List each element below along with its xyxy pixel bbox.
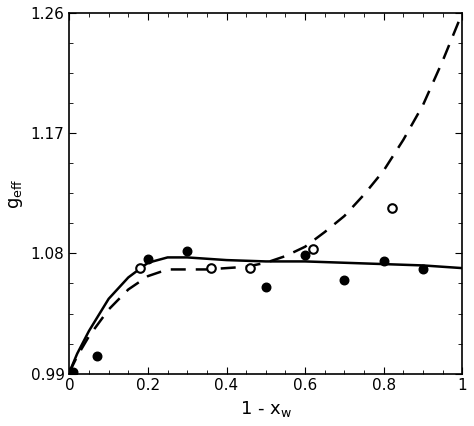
Point [93,353,100,360]
Point [380,258,387,265]
X-axis label: 1 - x$_\mathrm{w}$: 1 - x$_\mathrm{w}$ [240,399,292,419]
Point [341,277,348,284]
Point [70,368,77,375]
Point [207,265,215,271]
Point [246,265,254,271]
Point [262,283,270,290]
Point [183,248,191,254]
Point [419,266,427,273]
Point [309,246,317,253]
Point [388,204,395,211]
Y-axis label: g$_\mathrm{eff}$: g$_\mathrm{eff}$ [7,178,25,209]
Point [301,251,309,258]
Point [137,265,144,271]
Point [144,255,152,262]
